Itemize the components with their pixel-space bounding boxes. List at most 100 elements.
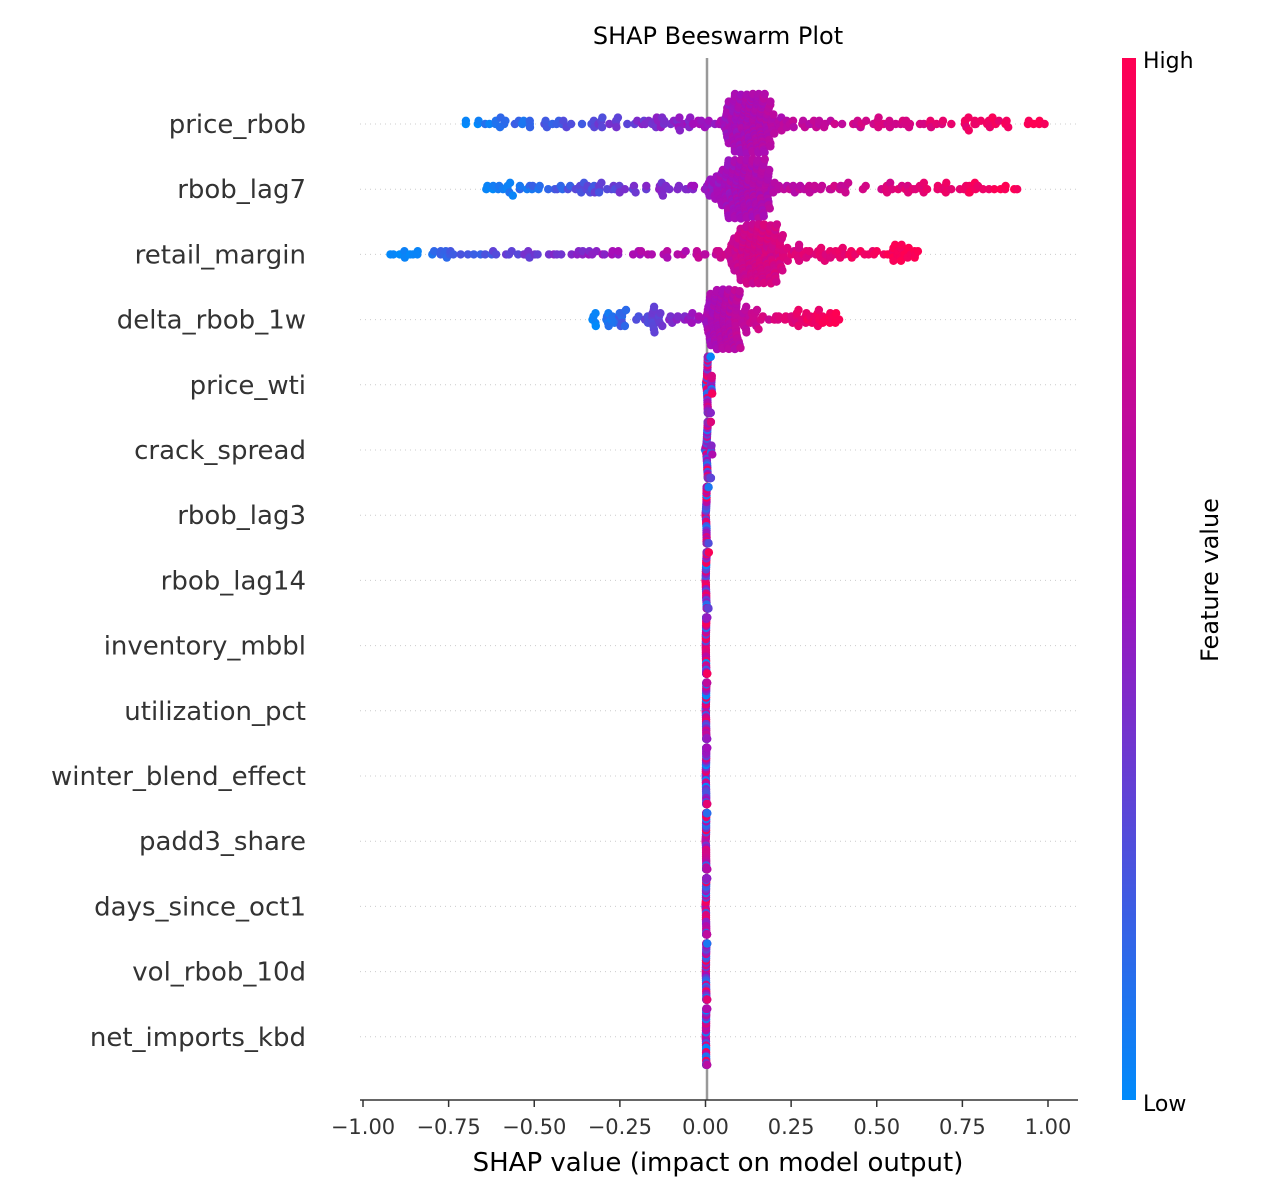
feature-label-net-imports-kbd: net_imports_kbd [90, 1023, 306, 1053]
data-point-winter-blend-effect [703, 799, 712, 809]
data-point-rbob-lag7 [887, 185, 897, 194]
x-axis-title: SHAP value (impact on model output) [473, 1148, 964, 1178]
data-point-vol-rbob-10d [703, 995, 712, 1004]
data-point-delta-rbob-1w [736, 343, 745, 353]
data-point-rbob-lag7 [1013, 185, 1022, 194]
data-point-retail-margin [507, 247, 516, 256]
data-point-rbob-lag7 [922, 185, 932, 194]
data-point-rbob-lag7 [978, 185, 988, 194]
data-point-rbob-lag7 [841, 188, 850, 197]
data-point-rbob-lag7 [508, 191, 517, 200]
data-point-delta-rbob-1w [656, 309, 665, 318]
data-point-delta-rbob-1w [831, 309, 841, 318]
data-point-crack-spread [707, 441, 716, 450]
data-point-net-imports-kbd [703, 1004, 712, 1013]
feature-label-rbob-lag14: rbob_lag14 [161, 566, 306, 596]
data-point-rbob-lag14 [704, 548, 714, 557]
data-point-price-rbob [798, 116, 808, 126]
x-tick-label: 0.50 [853, 1115, 900, 1139]
data-point-retail-margin [389, 250, 398, 259]
data-point-price-rbob [964, 126, 973, 135]
data-point-price-rbob [559, 116, 568, 126]
data-point-price-rbob [461, 116, 471, 126]
data-point-rbob-lag7 [947, 185, 956, 194]
data-point-price-rbob [885, 116, 894, 126]
data-point-rbob-lag7 [844, 178, 853, 187]
data-point-rbob-lag7 [597, 178, 606, 187]
data-point-price-rbob [525, 123, 535, 132]
data-point-rbob-lag7 [886, 178, 895, 187]
data-point-rbob-lag7 [817, 181, 827, 191]
data-point-retail-margin [491, 250, 501, 259]
data-point-retail-margin [692, 247, 702, 256]
data-point-price-rbob [861, 116, 871, 126]
data-point-crack-spread [706, 417, 716, 427]
feature-label-retail-margin: retail_margin [135, 240, 306, 270]
data-point-retail-margin [778, 231, 787, 240]
data-point-delta-rbob-1w [687, 318, 696, 327]
data-point-rbob-lag7 [535, 181, 544, 191]
data-point-price-rbob [769, 110, 778, 119]
data-point-padd3-share [703, 865, 712, 874]
data-point-price-rbob [976, 116, 986, 126]
data-point-price-rbob [612, 123, 621, 132]
data-point-retail-margin [429, 247, 439, 256]
data-point-retail-margin [456, 250, 465, 259]
data-point-inventory-mbbl [703, 613, 712, 622]
data-point-price-rbob [598, 113, 607, 122]
data-point-net-imports-kbd [703, 1060, 712, 1070]
data-point-rbob-lag7 [505, 178, 515, 187]
data-point-rbob-lag7 [629, 181, 639, 191]
data-point-retail-margin [816, 243, 826, 253]
data-point-retail-margin [714, 247, 724, 256]
data-point-rbob-lag7 [689, 181, 699, 191]
data-point-price-rbob [697, 116, 706, 126]
data-point-retail-margin [913, 247, 923, 256]
data-point-rbob-lag7 [594, 188, 604, 197]
data-point-price-rbob [660, 116, 669, 126]
feature-label-days-since-oct1: days_since_oct1 [94, 892, 306, 922]
data-point-days-since-oct1 [703, 874, 712, 883]
data-point-retail-margin [872, 247, 881, 256]
data-point-price-rbob [837, 119, 847, 129]
data-point-retail-margin [663, 253, 672, 262]
data-point-price-rbob [566, 119, 576, 129]
data-point-delta-rbob-1w [591, 309, 600, 318]
data-point-retail-margin [897, 240, 906, 249]
data-point-crack-spread [706, 473, 716, 483]
feature-labels: price_rbob rbob_lag7 retail_margin delta_rb… [51, 110, 306, 1053]
data-point-price-rbob [760, 89, 769, 99]
data-point-price-rbob [675, 113, 684, 122]
data-point-retail-margin [681, 247, 690, 256]
data-point-rbob-lag7 [861, 181, 870, 191]
data-point-delta-rbob-1w [649, 302, 659, 311]
colorbar-title: Feature value [1196, 498, 1224, 662]
data-point-rbob-lag7 [1001, 181, 1010, 191]
data-point-delta-rbob-1w [742, 328, 751, 337]
x-tick-label: −0.25 [588, 1115, 652, 1139]
data-point-delta-rbob-1w [834, 315, 844, 324]
colorbar [1122, 58, 1136, 1100]
feature-label-winter-blend-effect: winter_blend_effect [51, 762, 306, 792]
feature-label-vol-rbob-10d: vol_rbob_10d [132, 958, 306, 988]
data-point-price-rbob [766, 97, 775, 106]
data-point-price-rbob [994, 116, 1004, 126]
data-point-retail-margin [481, 250, 490, 259]
data-point-price-rbob [788, 116, 798, 126]
data-point-price-rbob [760, 148, 769, 157]
data-point-delta-rbob-1w [688, 309, 697, 318]
data-point-rbob-lag7 [765, 165, 774, 175]
data-point-delta-rbob-1w [794, 321, 803, 331]
x-tick-label: 0.75 [939, 1115, 986, 1139]
data-point-delta-rbob-1w [774, 312, 783, 321]
x-tick-label: 1.00 [1025, 1115, 1072, 1139]
data-point-retail-margin [783, 256, 792, 265]
data-point-retail-margin [557, 250, 566, 259]
data-point-rbob-lag7 [658, 191, 668, 200]
data-point-price-rbob [770, 129, 779, 138]
data-point-delta-rbob-1w [752, 305, 762, 315]
data-point-retail-margin [663, 247, 672, 256]
feature-label-crack-spread: crack_spread [134, 436, 306, 466]
x-tick-label: 0.00 [682, 1115, 729, 1139]
data-point-rbob-lag7 [631, 188, 640, 197]
